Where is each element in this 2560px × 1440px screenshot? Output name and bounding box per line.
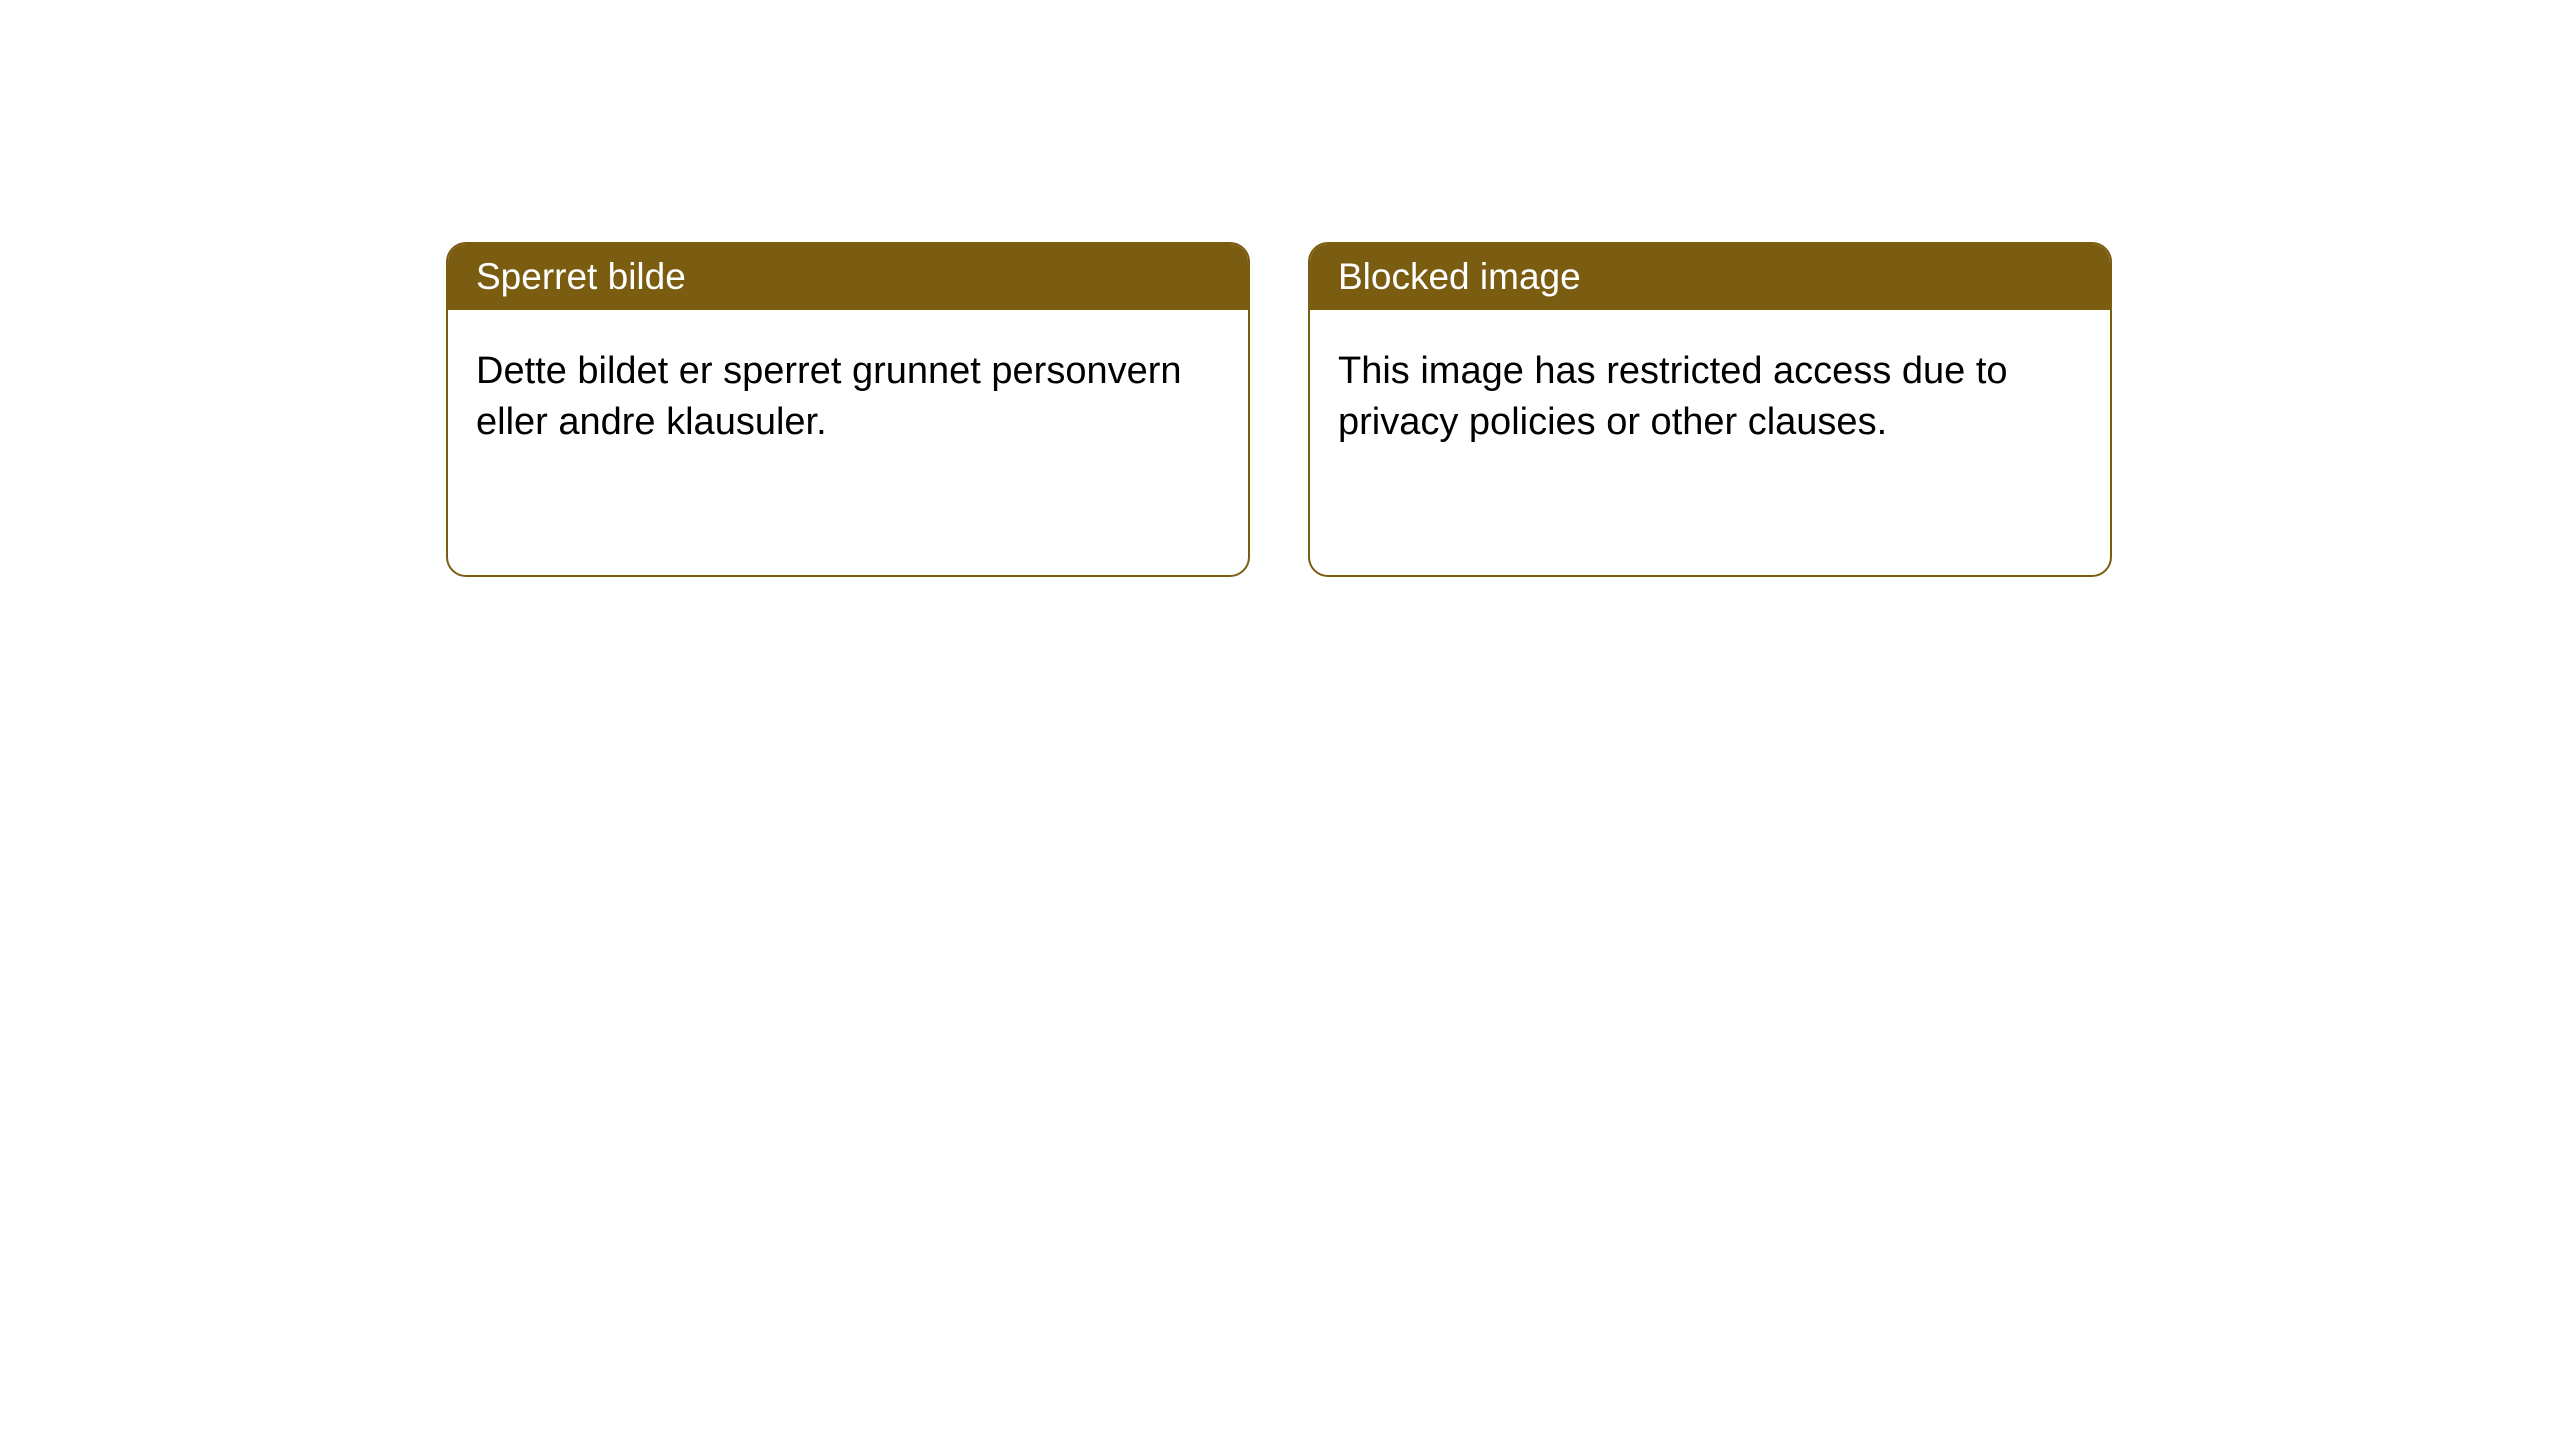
card-body-text: Dette bildet er sperret grunnet personve… (476, 350, 1182, 443)
cards-container: Sperret bilde Dette bildet er sperret gr… (0, 0, 2560, 577)
card-body: This image has restricted access due to … (1310, 310, 2110, 485)
blocked-image-card-en: Blocked image This image has restricted … (1308, 242, 2112, 577)
card-header: Blocked image (1310, 244, 2110, 310)
blocked-image-card-no: Sperret bilde Dette bildet er sperret gr… (446, 242, 1250, 577)
card-body: Dette bildet er sperret grunnet personve… (448, 310, 1248, 485)
card-header: Sperret bilde (448, 244, 1248, 310)
card-title: Sperret bilde (476, 256, 686, 297)
card-body-text: This image has restricted access due to … (1338, 350, 2008, 443)
card-title: Blocked image (1338, 256, 1581, 297)
